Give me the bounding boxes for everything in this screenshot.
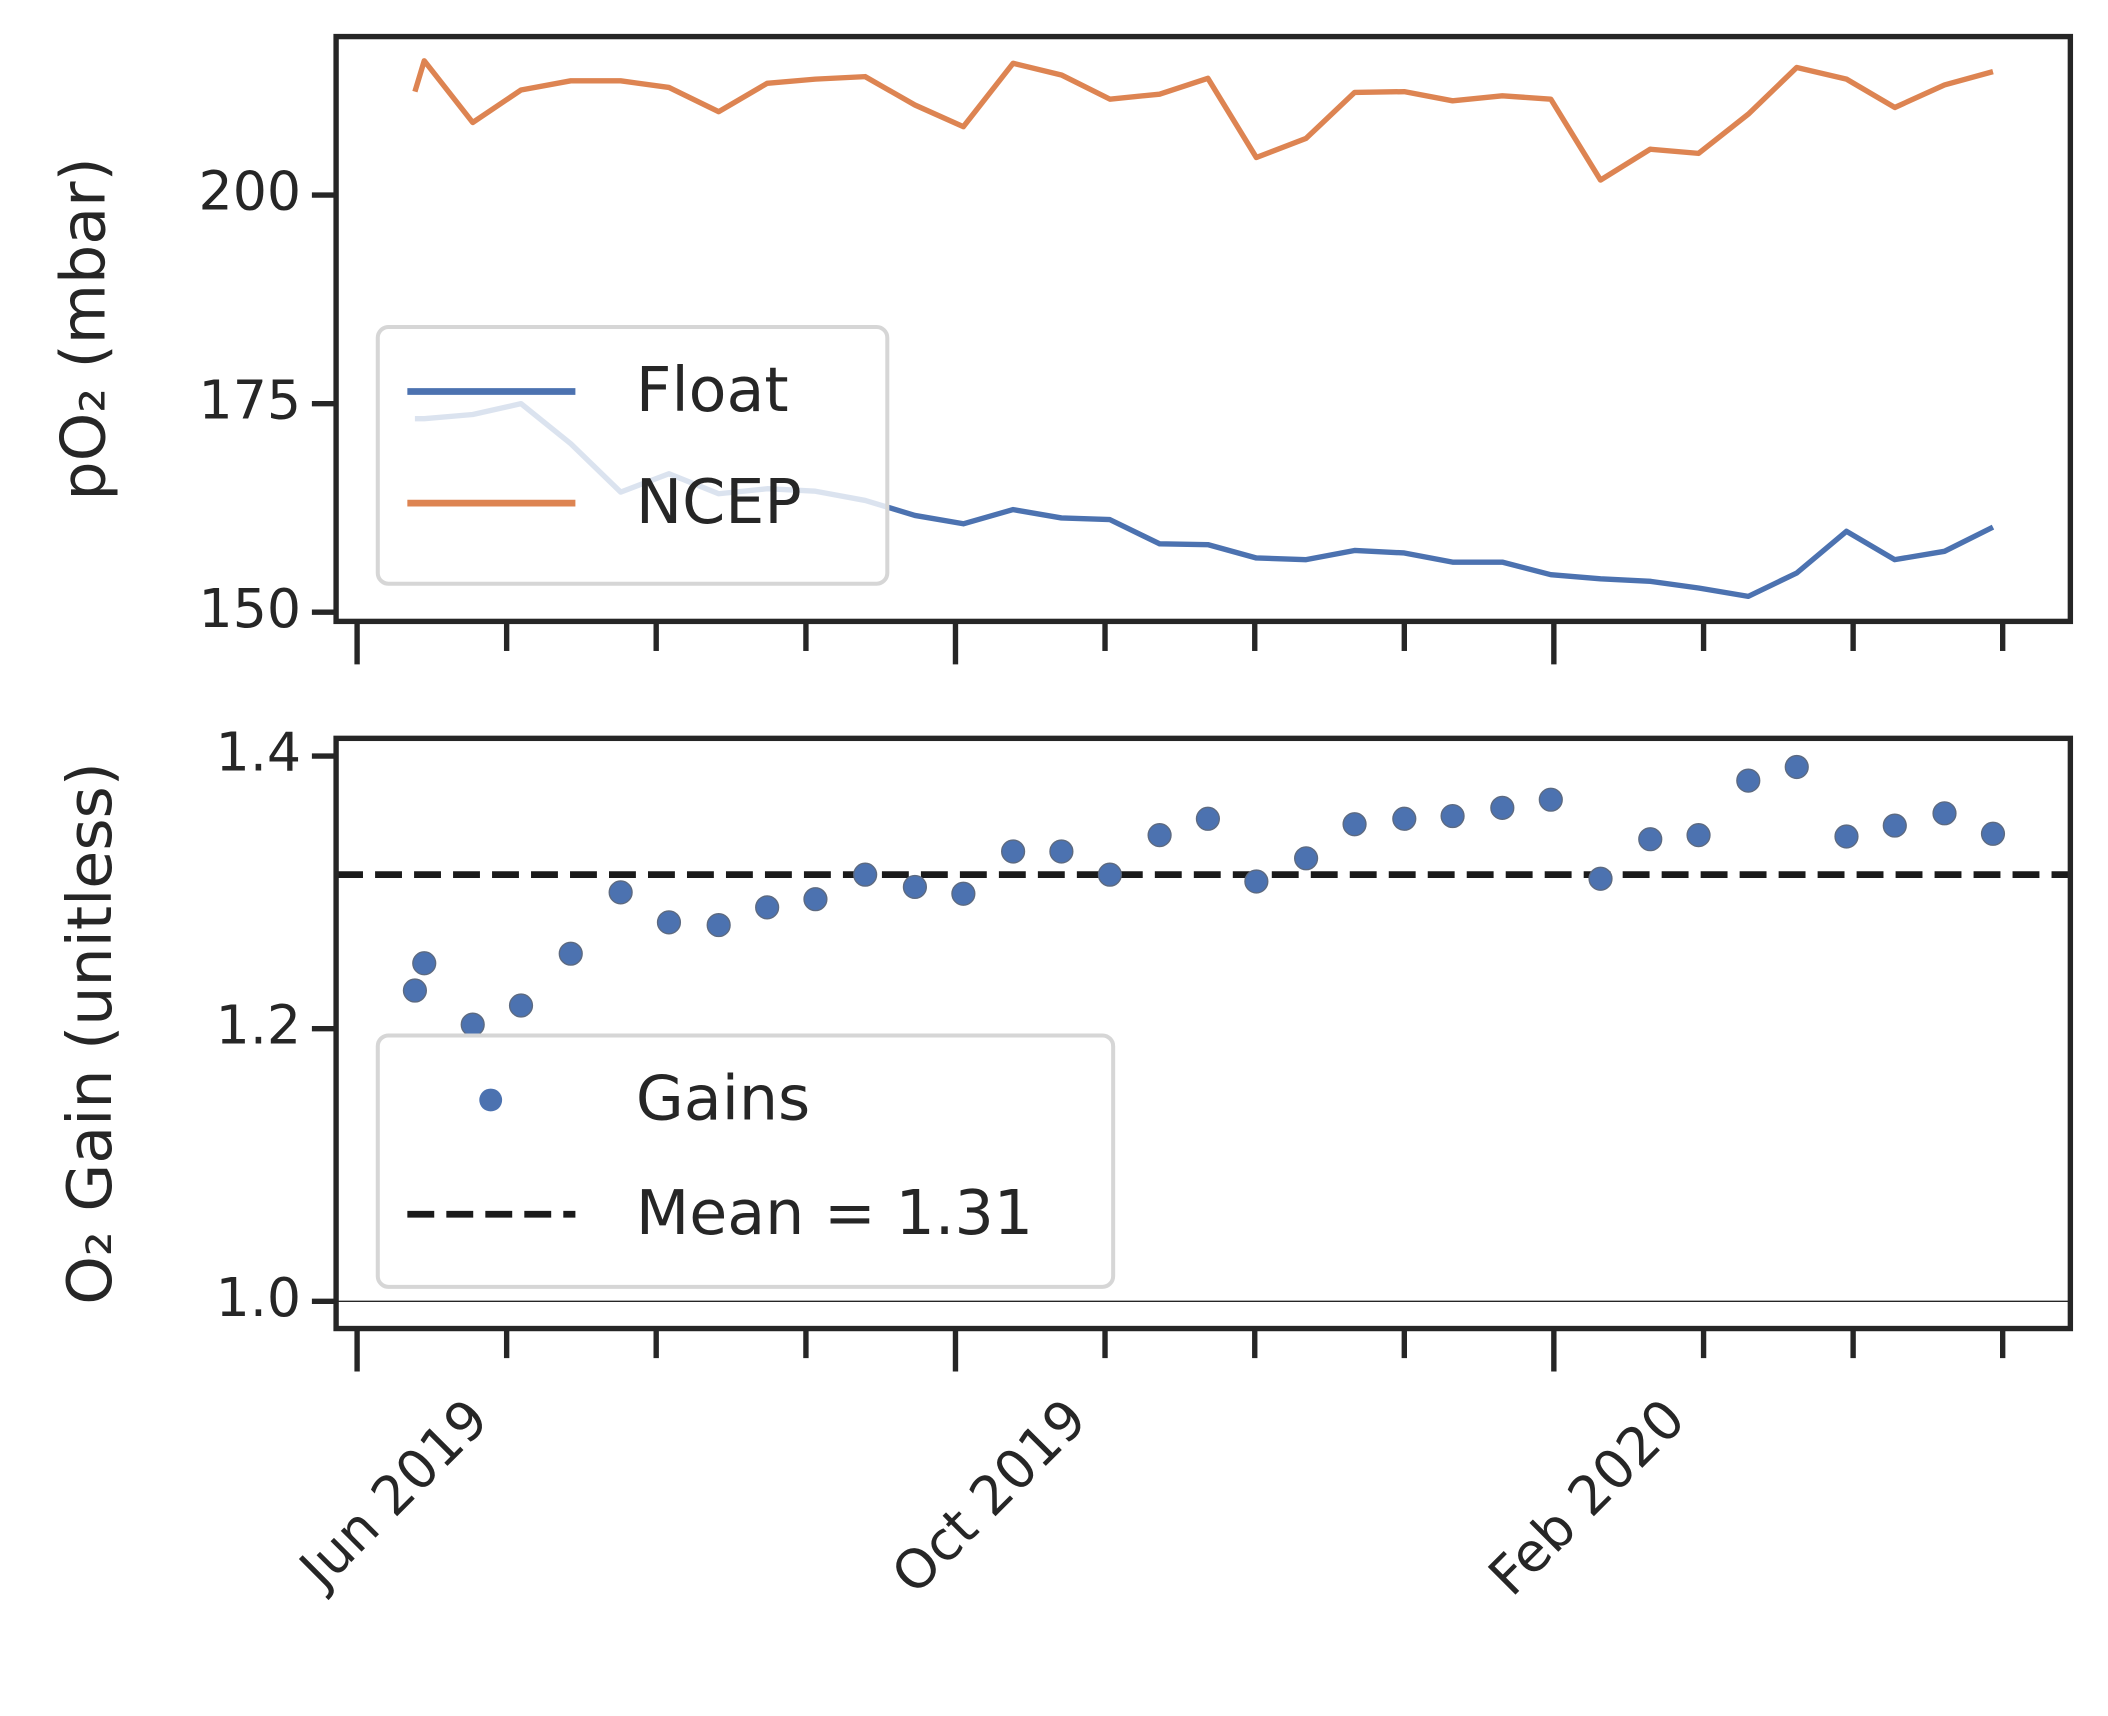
point (608, 880, 633, 905)
point (1195, 806, 1220, 831)
legend: Gains Mean = 1.31 (375, 1033, 1116, 1289)
legend: Float NCEP (375, 324, 890, 586)
legend-label: Mean = 1.31 (636, 1177, 1033, 1249)
y-tick-label: 200 (199, 160, 302, 223)
point (460, 1012, 485, 1037)
point (656, 910, 682, 935)
y-tick-label: 150 (199, 577, 302, 640)
point (1736, 768, 1761, 793)
point (902, 874, 928, 900)
axes-frame (333, 33, 2074, 625)
point (706, 912, 731, 938)
y-tick-label: 1.4 (216, 721, 302, 784)
point (1342, 812, 1367, 837)
x-tick-label: Jun 2019 (285, 1387, 500, 1602)
point (951, 881, 976, 906)
y-tick-label: 175 (199, 368, 302, 431)
line-series (412, 58, 1994, 183)
point (1980, 821, 2006, 846)
point (1784, 754, 1809, 780)
point (1686, 823, 1711, 848)
point (402, 978, 428, 1003)
point (1538, 787, 1563, 812)
point (412, 951, 437, 976)
legend-label: Gains (636, 1063, 810, 1135)
legend-frame (375, 1033, 1116, 1289)
point (1440, 803, 1465, 829)
point (853, 862, 878, 887)
legend-label: NCEP (636, 466, 802, 538)
point (508, 993, 534, 1018)
y-axis-label: O₂ Gain (unitless) (54, 762, 126, 1305)
point (1097, 862, 1122, 887)
point (1638, 827, 1663, 852)
point (1244, 869, 1269, 894)
axes-frame (333, 735, 2074, 1332)
point (1882, 813, 1907, 838)
x-tick-label: Oct 2019 (880, 1387, 1099, 1606)
point (755, 895, 780, 920)
point (1049, 839, 1074, 864)
point (1392, 806, 1417, 831)
y-axis-label: pO₂ (mbar) (47, 157, 119, 500)
point (1490, 795, 1515, 820)
axes: 150 175 200 pO₂ (mbar) Float NCEP (47, 33, 2074, 665)
y-tick-label: 1.0 (216, 1266, 302, 1329)
x-tick-label: Feb 2020 (1476, 1387, 1697, 1608)
point (558, 941, 583, 966)
point (1588, 866, 1613, 891)
legend-label: Float (636, 354, 789, 426)
point (1147, 823, 1172, 848)
point (1932, 801, 1957, 826)
legend-swatch (479, 1088, 503, 1112)
legend-frame (375, 324, 890, 586)
point (1293, 846, 1319, 871)
point (1001, 839, 1026, 864)
point (803, 887, 828, 912)
plot-area (336, 754, 2071, 1302)
axes: 1.0 1.2 1.4 Jun 2019 Oct 2019 Feb 2020 O₂ Gain… (54, 721, 2074, 1608)
y-tick-label: 1.2 (216, 993, 302, 1056)
point (1834, 824, 1859, 849)
